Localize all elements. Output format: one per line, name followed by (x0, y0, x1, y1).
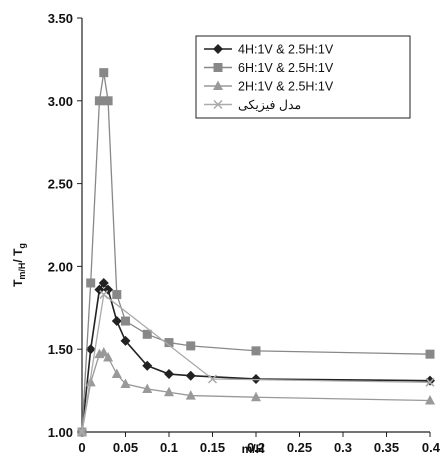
data-point (94, 96, 104, 106)
data-point (120, 378, 131, 388)
data-point (164, 386, 174, 397)
legend-entry: 6H:1V & 2.5H:1V (204, 61, 334, 75)
data-point (186, 341, 196, 351)
legend-marker (213, 44, 223, 54)
legend-label: 6H:1V & 2.5H:1V (238, 61, 334, 75)
y-axis-label-main: T (11, 279, 25, 287)
data-point (425, 377, 435, 387)
legend-marker (213, 80, 223, 90)
data-point (207, 374, 218, 384)
data-point (86, 278, 96, 288)
legend-label: مدل فیزیکی (238, 98, 301, 113)
y-tick-label: 2.50 (48, 177, 73, 192)
y-axis-label-sep: / T (11, 248, 25, 263)
legend-label: 2H:1V & 2.5H:1V (238, 80, 334, 94)
x-tick-label: 0.25 (287, 440, 312, 455)
series-layer (77, 68, 435, 437)
data-point (103, 96, 113, 106)
data-point (85, 344, 96, 355)
data-point (103, 351, 114, 362)
data-point (120, 335, 131, 346)
data-point (425, 375, 435, 386)
x-tick-label: 0.2 (247, 440, 265, 455)
y-axis-label-sub: m/H (17, 263, 27, 280)
axes (77, 17, 431, 437)
y-tick-label: 2.00 (48, 259, 73, 274)
data-point (111, 368, 122, 379)
data-point (142, 383, 153, 393)
data-point (185, 370, 196, 381)
x-tick-label: 0.05 (113, 440, 138, 455)
series-1 (77, 277, 435, 437)
svg-text:Tm/H/ Tg: Tm/H/ Tg (11, 243, 27, 287)
series-4 (77, 290, 435, 437)
series-line (81, 281, 431, 433)
legend-marker (213, 99, 223, 110)
x-tick-label: 0.4 (422, 440, 440, 455)
data-point (251, 346, 261, 356)
tick-labels: 1.00 1.50 2.00 2.50 3.00 3.50 0 0.05 0.1 0.15 0.2 0… (48, 11, 440, 455)
data-point (185, 390, 196, 400)
legend-entry: مدل فیزیکی (204, 98, 301, 113)
data-point (121, 316, 130, 326)
y-tick-label: 1.50 (48, 342, 73, 357)
data-point (99, 290, 109, 300)
x-tick-label: 0.35 (374, 440, 399, 455)
x-axis-label: m/H (242, 442, 265, 456)
data-point (142, 329, 152, 339)
data-point (164, 369, 174, 380)
series-line (81, 293, 431, 433)
x-tick-label: 0 (78, 440, 85, 455)
data-point (251, 391, 261, 402)
x-tick-label: 0.1 (160, 440, 178, 455)
data-point (77, 427, 87, 437)
data-point (251, 374, 261, 385)
data-point (112, 290, 122, 300)
y-axis-label-sub2: g (17, 243, 27, 249)
data-point (425, 395, 435, 405)
x-tick-label: 0.15 (200, 440, 225, 455)
x-tick-label: 0.3 (334, 440, 352, 455)
data-point (99, 68, 109, 78)
legend-entry: 4H:1V & 2.5H:1V (204, 43, 334, 57)
data-point (142, 360, 153, 371)
y-axis-label: Tm/H/ Tg (11, 243, 27, 287)
data-point (164, 338, 174, 348)
legend-marker (213, 63, 223, 72)
series-line (81, 351, 431, 433)
data-point (111, 316, 122, 327)
data-point (85, 376, 96, 387)
y-tick-label: 3.50 (48, 11, 73, 26)
data-point (425, 349, 435, 359)
data-point (98, 347, 109, 357)
y-tick-label: 3.00 (48, 94, 73, 109)
legend: 4H:1V & 2.5H:1V 6H:1V & 2.5H:1V 2H:1V & 2.… (195, 35, 411, 119)
y-tick-label: 1.00 (48, 425, 73, 440)
data-point (98, 277, 109, 288)
legend-label: 4H:1V & 2.5H:1V (238, 43, 334, 57)
legend-entry: 2H:1V & 2.5H:1V (204, 80, 334, 94)
